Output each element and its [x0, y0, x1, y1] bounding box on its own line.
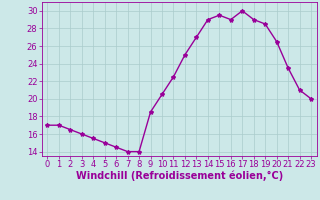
X-axis label: Windchill (Refroidissement éolien,°C): Windchill (Refroidissement éolien,°C)	[76, 171, 283, 181]
